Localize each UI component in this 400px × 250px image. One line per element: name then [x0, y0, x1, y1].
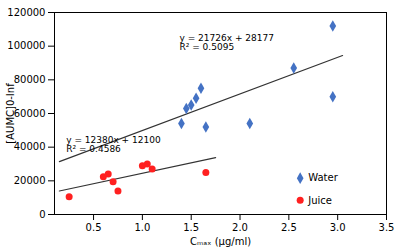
svg-text:20000: 20000 — [14, 175, 46, 186]
svg-text:2.0: 2.0 — [232, 222, 248, 233]
svg-text:1.0: 1.0 — [134, 222, 150, 233]
svg-text:y = 21726x + 28177R² = 0.5095: y = 21726x + 28177R² = 0.5095 — [179, 33, 273, 52]
svg-text:1.5: 1.5 — [183, 222, 199, 233]
svg-text:0: 0 — [39, 209, 45, 220]
svg-text:y = 12380x + 12100R² = 0.4586: y = 12380x + 12100R² = 0.4586 — [66, 135, 161, 154]
svg-text:Cₘₐₓ (μg/ml): Cₘₐₓ (μg/ml) — [190, 236, 251, 247]
svg-text:80000: 80000 — [14, 74, 46, 85]
svg-text:100000: 100000 — [7, 40, 45, 51]
svg-text:0.5: 0.5 — [86, 222, 102, 233]
svg-text:Juice: Juice — [307, 195, 332, 206]
svg-text:60000: 60000 — [14, 108, 46, 119]
svg-text:3.0: 3.0 — [330, 222, 346, 233]
svg-text:120000: 120000 — [7, 7, 45, 18]
svg-text:[AUMC]0-Inf: [AUMC]0-Inf — [5, 83, 16, 144]
svg-text:2.5: 2.5 — [281, 222, 297, 233]
svg-text:40000: 40000 — [14, 141, 46, 152]
svg-text:3.5: 3.5 — [379, 222, 395, 233]
svg-text:Water: Water — [308, 172, 338, 183]
